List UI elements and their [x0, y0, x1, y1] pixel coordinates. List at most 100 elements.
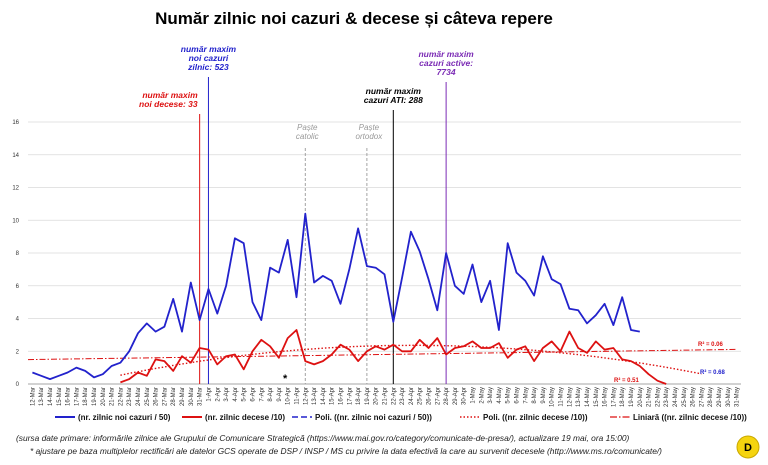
x-tick-label: 28-Apr	[444, 387, 450, 405]
x-tick-label: 30-May	[726, 387, 732, 407]
y-tick-label: 10	[12, 218, 19, 224]
series-line-deaths	[120, 329, 667, 385]
x-tick-label: 3-May	[488, 387, 494, 404]
x-tick-label: 23-Apr	[400, 387, 406, 405]
x-tick-label: 8-May	[532, 387, 538, 404]
legend-deaths: (nr. zilnic decese /10)	[205, 413, 285, 422]
x-tick-label: 20-Apr	[374, 387, 380, 405]
x-tick-label: 23-Mar	[127, 387, 133, 406]
annotation-text: număr maxim	[366, 86, 422, 96]
y-tick-label: 2	[16, 349, 20, 355]
x-tick-label: 17-Mar	[74, 387, 80, 406]
x-tick-label: 27-May	[699, 387, 705, 407]
x-tick-label: 22-Apr	[391, 387, 397, 405]
y-tick-label: 0	[16, 382, 20, 388]
annotation-text: catolic	[296, 132, 319, 141]
data-series	[32, 212, 667, 385]
x-tick-label: 15-Mar	[57, 387, 63, 406]
r2-linear-deaths: R² = 0.06	[698, 341, 724, 348]
x-tick-label: 6-May	[515, 387, 521, 404]
x-tick-label: 7-May	[523, 387, 529, 404]
y-axis-ticks: 0 2 4 6 8 10 12 14 16	[12, 120, 19, 388]
y-tick-label: 6	[16, 284, 20, 290]
x-tick-label: 9-Apr	[277, 387, 283, 402]
grid-lines	[28, 121, 741, 385]
x-tick-label: 19-Apr	[365, 387, 371, 405]
annotation-text: 7734	[437, 67, 456, 77]
series-line-cases	[32, 212, 640, 380]
x-tick-label: 26-Mar	[154, 387, 160, 406]
x-tick-label: 26-May	[691, 387, 697, 407]
x-tick-label: 21-May	[647, 387, 653, 407]
x-tick-label: 12-May	[567, 387, 573, 407]
x-tick-label: 28-May	[708, 387, 714, 407]
x-tick-label: 1-May	[471, 387, 477, 404]
x-tick-label: 27-Mar	[162, 387, 168, 406]
x-tick-label: 22-Mar	[118, 387, 124, 406]
x-tick-label: 24-May	[673, 387, 679, 407]
annotation-text: zilnic: 523	[187, 62, 229, 72]
x-tick-label: 13-Mar	[39, 387, 45, 406]
x-tick-label: 11-Apr	[294, 387, 300, 405]
x-tick-label: 24-Apr	[409, 387, 415, 405]
x-tick-label: 29-Mar	[180, 387, 186, 406]
badge-label: D	[744, 442, 752, 454]
x-tick-label: 21-Mar	[110, 387, 116, 406]
x-tick-label: 31-May	[735, 387, 741, 407]
x-tick-label: 19-May	[629, 387, 635, 407]
x-tick-label: 11-May	[559, 387, 565, 407]
x-tick-label: 25-Mar	[145, 387, 151, 406]
x-tick-label: 30-Mar	[189, 387, 195, 406]
y-tick-label: 14	[12, 153, 19, 159]
x-tick-label: 29-Apr	[453, 387, 459, 405]
x-tick-label: 7-Apr	[259, 387, 265, 402]
x-tick-label: 2-Apr	[215, 387, 221, 402]
x-tick-label: 31-Mar	[198, 387, 204, 406]
asterisk-marker: *	[283, 373, 288, 385]
annotation-text: număr maxim	[181, 44, 237, 54]
x-tick-label: 22-May	[655, 387, 661, 407]
linear-trend-deaths	[27, 348, 737, 361]
annotation-text: cazuri active:	[419, 58, 473, 68]
x-tick-label: 25-May	[682, 387, 688, 407]
x-tick-label: 14-May	[585, 387, 591, 407]
legend-poly-deaths: Poli. ((nr. zilnic decese /10))	[483, 413, 588, 422]
poly-trend-deaths	[120, 344, 702, 376]
x-tick-label: 16-Mar	[66, 387, 72, 406]
y-tick-label: 16	[12, 120, 19, 126]
x-tick-label: 9-May	[541, 387, 547, 404]
r2-cases: R² = 0.68	[700, 369, 726, 376]
annotation-text: noi cazuri	[189, 53, 229, 63]
x-tick-label: 14-Mar	[48, 387, 54, 406]
x-tick-label: 23-May	[664, 387, 670, 407]
x-tick-label: 8-Apr	[268, 387, 274, 402]
reference-markers	[199, 77, 447, 384]
adjustment-note: * ajustare pe baza multiplelor rectifică…	[30, 446, 662, 456]
x-tick-label: 18-Apr	[356, 387, 362, 405]
x-tick-label: 20-May	[638, 387, 644, 407]
annotation-text: număr maxim	[142, 90, 198, 100]
x-tick-label: 26-Apr	[427, 387, 433, 405]
legend-cases: (nr. zilnic noi cazuri / 50)	[78, 413, 171, 422]
x-tick-label: 18-May	[620, 387, 626, 407]
x-tick-label: 1-Apr	[206, 387, 212, 402]
annotation-text: Paște	[359, 123, 380, 132]
x-tick-label: 12-Apr	[303, 387, 309, 405]
legend-poly-cases: Poli. ((nr. zilnic noi cazuri / 50))	[315, 413, 432, 422]
x-tick-label: 24-Mar	[136, 387, 142, 406]
x-tick-label: 14-Apr	[321, 387, 327, 405]
x-tick-label: 15-Apr	[330, 387, 336, 405]
annotation-text: număr maxim	[418, 49, 474, 59]
r2-poly-deaths: R² = 0.51	[614, 377, 640, 384]
x-tick-label: 27-Apr	[435, 387, 441, 405]
x-tick-label: 4-May	[497, 387, 503, 404]
x-tick-label: 17-May	[611, 387, 617, 407]
x-tick-label: 21-Apr	[383, 387, 389, 405]
trendlines: R² = 0.68 R² = 0.51 R² = 0.06	[27, 341, 737, 384]
x-tick-label: 25-Apr	[418, 387, 424, 405]
x-tick-label: 15-May	[594, 387, 600, 407]
x-tick-label: 2-May	[479, 387, 485, 404]
x-axis-ticks: 12-Mar 13-Mar 14-Mar 15-Mar 16-Mar 17-Mar 18-M…	[30, 387, 740, 407]
